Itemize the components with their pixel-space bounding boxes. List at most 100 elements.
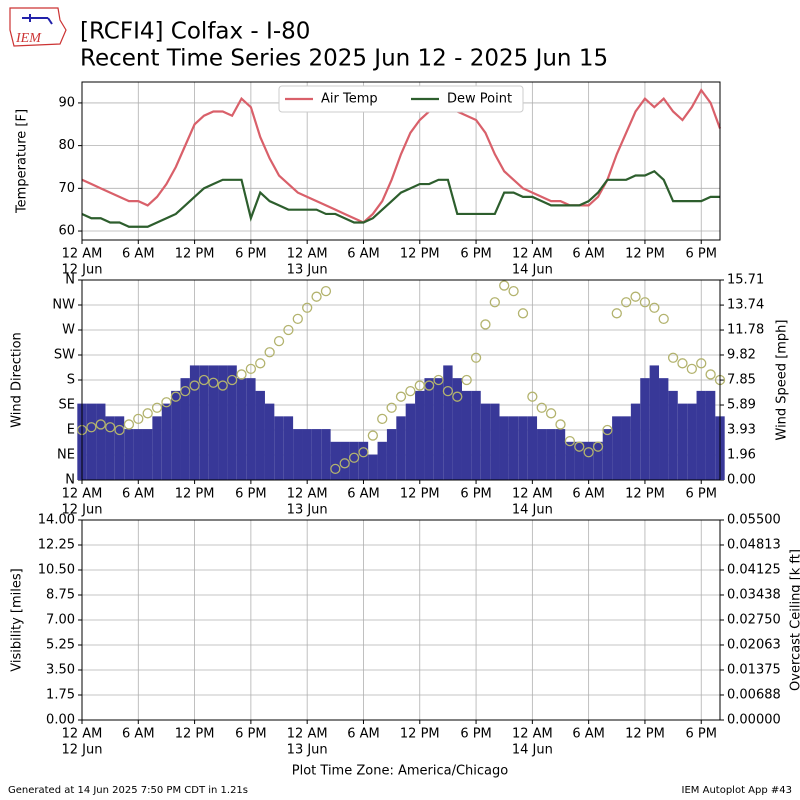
y-tick-label: 3.50 xyxy=(46,663,75,678)
plot-frame xyxy=(81,279,721,481)
x-tick-label: 6 PM xyxy=(460,487,491,502)
wind-speed-bar xyxy=(433,378,444,480)
x-tick-label: 12 AM xyxy=(512,247,553,262)
wind-speed-bar xyxy=(621,416,631,480)
y2-tick-label: 0.04813 xyxy=(727,537,781,552)
wind-direction-point xyxy=(564,435,576,447)
wind-direction-point xyxy=(517,308,529,319)
y-tick-label: NW xyxy=(52,298,75,313)
x-tick-date: 13 Jun xyxy=(287,263,328,278)
x-tick-date: 12 Jun xyxy=(62,263,103,278)
plot-frame xyxy=(81,81,721,241)
wind-speed-bar xyxy=(236,378,247,480)
wind-direction-point xyxy=(499,280,510,291)
wind-speed-bar xyxy=(330,441,341,480)
logo-icon xyxy=(22,14,53,25)
y-tick-label: 70 xyxy=(58,181,75,196)
x-axis-label: Plot Time Zone: America/Chicago xyxy=(292,764,508,779)
y2-tick-label: 0.03438 xyxy=(727,587,781,602)
footer-left: Generated at 14 Jun 2025 7:50 PM CDT in … xyxy=(8,785,248,796)
x-tick-label: 12 AM xyxy=(62,487,103,502)
wind-direction-point xyxy=(236,369,247,380)
y2-tick-label: 13.74 xyxy=(727,298,764,313)
y-tick-label: W xyxy=(62,323,75,338)
wind-speed-bar xyxy=(358,441,369,480)
wind-direction-point xyxy=(348,452,360,463)
wind-direction-point xyxy=(639,297,651,308)
wind-speed-bar xyxy=(424,378,434,480)
x-tick-label: 12 AM xyxy=(512,727,553,742)
y2-tick-label: 0.01375 xyxy=(727,663,781,678)
y-axis-label: Wind Direction xyxy=(10,332,25,428)
wind-direction-point xyxy=(442,385,454,397)
wind-direction-point xyxy=(245,363,257,375)
wind-speed-bar xyxy=(386,429,397,480)
wind-speed-bar xyxy=(705,390,716,480)
x-tick-label: 6 AM xyxy=(122,487,155,502)
wind-speed-bar xyxy=(142,429,153,480)
y2-tick-label: 0.00000 xyxy=(727,713,781,728)
wind-direction-point xyxy=(677,358,688,369)
wind-direction-point xyxy=(649,302,660,313)
x-tick-label: 12 AM xyxy=(287,727,328,742)
logo: IEM xyxy=(9,7,67,47)
wind-speed-bar xyxy=(471,390,481,480)
wind-direction-point xyxy=(283,324,294,336)
wind-direction-point xyxy=(142,408,153,419)
x-tick-date: 12 Jun xyxy=(62,743,103,758)
x-tick-label: 6 AM xyxy=(347,727,380,742)
wind-speed-bar xyxy=(96,403,106,480)
y-tick-label: E xyxy=(67,423,75,438)
wind-speed-bar xyxy=(189,365,200,480)
wind-speed-bar xyxy=(659,378,669,480)
x-tick-date: 14 Jun xyxy=(512,743,553,758)
x-tick-label: 6 PM xyxy=(235,247,266,262)
wind-direction-point xyxy=(583,447,594,458)
wind-direction-point xyxy=(273,335,285,347)
x-tick-date: 14 Jun xyxy=(512,503,553,518)
plot-frame xyxy=(81,519,721,721)
wind-speed-bar xyxy=(640,378,650,480)
x-tick-label: 6 AM xyxy=(347,247,380,262)
wind-speed-bar xyxy=(349,441,359,480)
wind-speed-bar xyxy=(593,441,603,480)
y2-tick-label: 0.00688 xyxy=(727,687,781,702)
y-tick-label: 80 xyxy=(58,138,75,153)
legend-box xyxy=(278,85,524,113)
wind-speed-bar xyxy=(368,454,378,480)
wind-speed-bar xyxy=(565,441,575,480)
x-tick-label: 6 AM xyxy=(572,487,605,502)
x-tick-label: 12 AM xyxy=(62,247,103,262)
x-tick-label: 6 PM xyxy=(460,247,491,262)
wind-direction-point xyxy=(461,374,472,386)
wind-speed-bar xyxy=(227,365,237,480)
wind-direction-point xyxy=(367,430,379,441)
wind-speed-bar xyxy=(602,429,613,480)
wind-speed-bar xyxy=(452,378,462,480)
wind-speed-bar xyxy=(114,416,125,480)
x-tick-label: 6 PM xyxy=(235,727,266,742)
wind-speed-bar xyxy=(161,403,172,480)
wind-speed-bar xyxy=(546,429,556,480)
x-tick-label: 6 PM xyxy=(686,247,717,262)
x-tick-label: 12 PM xyxy=(175,727,215,742)
wind-direction-point xyxy=(311,291,322,302)
y-tick-label: 0.00 xyxy=(46,713,75,728)
wind-direction-point xyxy=(114,424,125,436)
y2-tick-label: 3.93 xyxy=(727,422,756,437)
y-tick-label: 14.00 xyxy=(38,513,75,528)
wind-direction-point xyxy=(686,363,698,375)
wind-speed-bar xyxy=(302,429,312,480)
wind-direction-point xyxy=(104,422,116,433)
y-tick-label: 5.25 xyxy=(46,638,75,653)
wind-speed-bar xyxy=(264,403,275,480)
series-line xyxy=(81,88,722,224)
x-tick-label: 6 AM xyxy=(572,247,605,262)
wind-speed-bar xyxy=(311,429,322,480)
wind-speed-bar xyxy=(508,416,519,480)
y-tick-label: S xyxy=(67,373,75,388)
x-tick-label: 6 PM xyxy=(686,727,717,742)
y2-tick-label: 0.00 xyxy=(727,473,756,488)
y-axis-label: Visibility [miles] xyxy=(10,568,25,671)
